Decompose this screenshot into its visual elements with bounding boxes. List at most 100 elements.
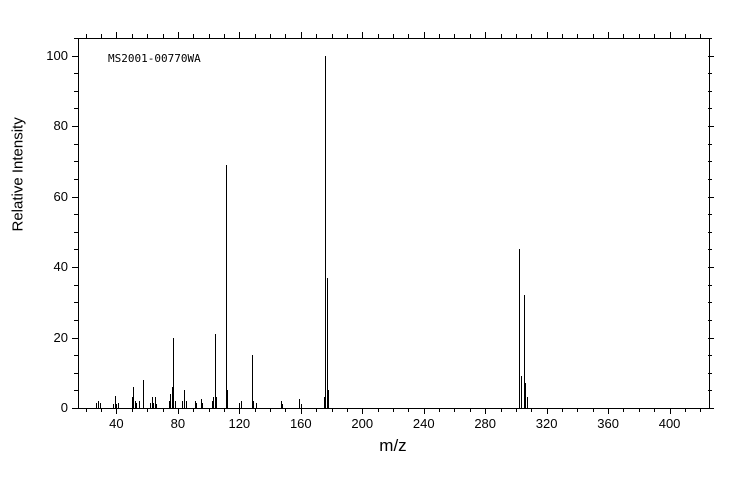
y-tick-label: 100 xyxy=(28,48,68,63)
x-tick-minor xyxy=(454,408,455,412)
x-tick-minor xyxy=(255,408,256,412)
y-tick xyxy=(72,408,78,409)
peak xyxy=(527,397,528,408)
x-tick-minor xyxy=(501,408,502,412)
y-tick-minor xyxy=(708,73,712,74)
plot-right-border xyxy=(708,38,710,409)
x-tick xyxy=(116,408,117,414)
peak xyxy=(226,165,227,408)
x-tick-minor xyxy=(393,408,394,412)
y-tick xyxy=(708,56,714,57)
x-tick-minor xyxy=(685,408,686,412)
x-tick-minor xyxy=(577,408,578,412)
x-tick-minor xyxy=(593,408,594,412)
y-tick-minor xyxy=(708,373,712,374)
x-tick-label: 360 xyxy=(588,416,628,431)
x-tick xyxy=(178,408,179,414)
peak xyxy=(173,338,174,408)
x-tick-minor xyxy=(132,408,133,412)
x-tick-label: 280 xyxy=(465,416,505,431)
y-tick-minor xyxy=(708,355,712,356)
peak xyxy=(216,397,217,408)
peak xyxy=(327,278,328,408)
peak-layer xyxy=(78,38,708,408)
x-tick-label: 160 xyxy=(281,416,321,431)
peak xyxy=(143,380,144,408)
y-tick-label: 0 xyxy=(28,400,68,415)
y-tick-minor xyxy=(708,144,712,145)
x-tick-label: 320 xyxy=(527,416,567,431)
peak xyxy=(282,404,283,408)
peak xyxy=(175,401,176,408)
x-tick-label: 400 xyxy=(650,416,690,431)
x-tick-minor xyxy=(101,408,102,412)
peak xyxy=(186,401,187,408)
y-tick-minor xyxy=(708,302,712,303)
peak xyxy=(256,403,257,408)
y-tick-minor xyxy=(708,320,712,321)
x-tick-minor xyxy=(654,408,655,412)
x-tick-minor xyxy=(470,408,471,412)
x-tick-minor xyxy=(163,408,164,412)
y-tick-minor xyxy=(708,249,712,250)
x-tick-minor xyxy=(562,408,563,412)
y-tick xyxy=(708,408,714,409)
x-tick-label: 120 xyxy=(219,416,259,431)
y-tick-minor xyxy=(708,232,712,233)
x-tick xyxy=(424,408,425,414)
x-tick-minor xyxy=(439,408,440,412)
x-tick-minor xyxy=(86,408,87,412)
peak xyxy=(253,401,254,408)
peak xyxy=(139,401,140,408)
x-tick xyxy=(608,408,609,414)
x-tick xyxy=(301,408,302,414)
x-tick-label: 80 xyxy=(158,416,198,431)
y-tick-minor xyxy=(708,285,712,286)
x-tick xyxy=(485,408,486,414)
x-tick-minor xyxy=(332,408,333,412)
x-tick xyxy=(239,408,240,414)
x-tick-label: 200 xyxy=(342,416,382,431)
peak xyxy=(227,390,228,408)
mass-spectrum-chart: Relative Intensity m/z MS2001-00770WA 02… xyxy=(0,0,744,500)
x-tick-minor xyxy=(193,408,194,412)
x-tick-minor xyxy=(516,408,517,412)
x-tick-minor xyxy=(316,408,317,412)
peak xyxy=(136,403,137,408)
y-tick-minor xyxy=(708,38,712,39)
x-tick-minor xyxy=(700,408,701,412)
x-tick-minor xyxy=(531,408,532,412)
x-tick-label: 240 xyxy=(404,416,444,431)
x-tick xyxy=(362,408,363,414)
x-tick-minor xyxy=(623,408,624,412)
x-tick-minor xyxy=(147,408,148,412)
y-tick-label: 20 xyxy=(28,330,68,345)
y-tick-label: 40 xyxy=(28,259,68,274)
peak xyxy=(301,404,302,408)
peak xyxy=(241,401,242,408)
y-tick-minor xyxy=(708,179,712,180)
x-tick xyxy=(547,408,548,414)
x-tick-minor xyxy=(639,408,640,412)
x-tick-minor xyxy=(378,408,379,412)
y-tick-minor xyxy=(708,91,712,92)
y-tick-minor xyxy=(708,390,712,391)
x-tick-minor xyxy=(224,408,225,412)
x-tick-label: 40 xyxy=(96,416,136,431)
y-tick-label: 60 xyxy=(28,189,68,204)
y-tick-minor xyxy=(708,161,712,162)
peak xyxy=(196,403,197,408)
y-tick xyxy=(708,197,714,198)
peak xyxy=(521,376,522,408)
y-tick xyxy=(708,267,714,268)
y-tick-minor xyxy=(708,214,712,215)
x-axis-label: m/z xyxy=(353,436,433,456)
x-tick-minor xyxy=(408,408,409,412)
x-tick-minor xyxy=(270,408,271,412)
peak xyxy=(202,403,203,408)
x-tick-minor xyxy=(209,408,210,412)
y-tick-minor xyxy=(708,108,712,109)
y-tick-label: 80 xyxy=(28,118,68,133)
x-tick-minor xyxy=(285,408,286,412)
peak xyxy=(328,390,329,408)
